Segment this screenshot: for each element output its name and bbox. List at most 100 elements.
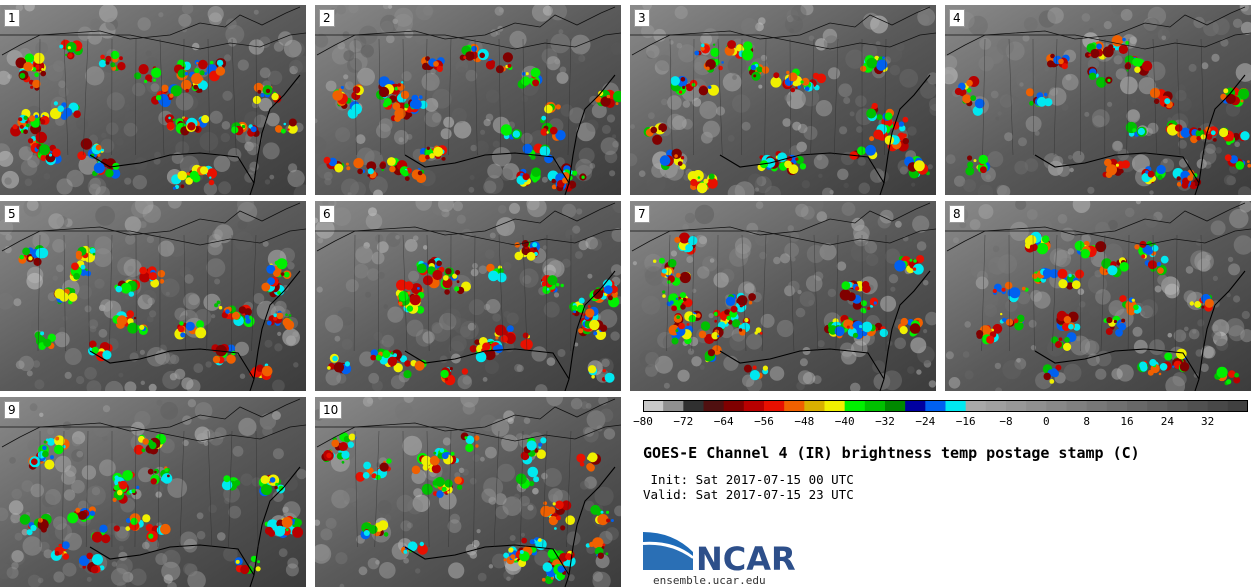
convection-blob (117, 489, 123, 496)
cloud-texture (507, 417, 514, 424)
cloud-texture (827, 288, 837, 298)
cloud-texture (192, 42, 200, 51)
map-panel-1[interactable]: 1 (0, 5, 306, 195)
cloud-texture (71, 436, 82, 447)
convection-blob (1210, 130, 1216, 136)
convection-blob (1149, 87, 1161, 99)
cloud-texture (816, 211, 828, 222)
convection-blob (53, 101, 59, 106)
convection-blob (909, 258, 913, 262)
cloud-texture (353, 238, 364, 249)
convection-blob (1179, 362, 1190, 372)
cloud-texture (482, 377, 488, 382)
convection-blob (403, 549, 408, 554)
convection-blob (260, 484, 273, 496)
cloud-texture (223, 54, 232, 62)
cloud-texture (240, 473, 253, 486)
map-panel-7[interactable]: 7 (630, 201, 936, 391)
map-panel-8[interactable]: 8 (945, 201, 1251, 391)
convection-blob (276, 258, 288, 270)
cloud-texture (315, 33, 329, 48)
convection-blob (1213, 138, 1217, 142)
convection-blob (433, 146, 444, 157)
cloud-texture (483, 303, 491, 311)
cloud-texture (375, 559, 380, 565)
cloud-texture (546, 357, 556, 366)
cloud-texture (222, 90, 233, 101)
cloud-texture (719, 267, 725, 273)
cloud-texture (1240, 5, 1249, 12)
cloud-texture (276, 300, 282, 306)
map-panel-3[interactable]: 3 (630, 5, 936, 195)
cloud-texture (239, 373, 246, 379)
map-panel-5[interactable]: 5 (0, 201, 306, 391)
cloud-texture (383, 304, 388, 309)
state-line (1008, 38, 1014, 156)
convection-blob (912, 263, 924, 275)
convection-blob (92, 554, 103, 565)
convection-blob (1238, 88, 1250, 100)
cloud-texture (990, 90, 999, 99)
cloud-texture (586, 119, 599, 132)
cloud-texture (521, 132, 533, 145)
cloud-texture (95, 186, 110, 195)
convection-blob (469, 345, 478, 353)
cloud-texture (519, 268, 539, 288)
convection-blob (678, 322, 685, 330)
convection-blob (795, 86, 798, 89)
map-panel-4[interactable]: 4 (945, 5, 1251, 195)
cloud-texture (815, 100, 833, 117)
convection-blob (344, 361, 350, 367)
cloud-texture (945, 351, 954, 360)
cloud-texture (838, 83, 853, 98)
cloud-texture (287, 169, 305, 188)
cloud-texture (977, 270, 988, 282)
convection-blob (534, 449, 539, 453)
state-line (228, 430, 233, 548)
convection-blob (30, 85, 34, 89)
map-panel-9[interactable]: 9 (0, 397, 306, 587)
cloud-texture (288, 41, 305, 58)
map-panel-2[interactable]: 2 (315, 5, 621, 195)
boundary-line (719, 152, 885, 184)
cloud-texture (1177, 97, 1192, 112)
map-panel-6[interactable]: 6 (315, 201, 621, 391)
convection-blob (19, 124, 24, 129)
convection-blob (40, 70, 47, 77)
convection-blob (1080, 248, 1090, 259)
cloud-texture (1120, 76, 1138, 95)
cloud-texture (368, 372, 380, 384)
convection-blob (1058, 58, 1064, 65)
cloud-texture (9, 549, 26, 566)
convection-blob (73, 110, 81, 118)
convection-blob (615, 102, 619, 106)
convection-blob (597, 514, 609, 526)
convection-blob (419, 541, 424, 547)
cloud-texture (605, 527, 619, 541)
cloud-texture (155, 553, 168, 565)
cloud-texture (267, 70, 283, 86)
cloud-texture (89, 177, 101, 190)
convection-blob (560, 283, 564, 288)
colorbar-segment (1066, 400, 1088, 412)
cloud-texture (111, 561, 118, 567)
cloud-texture (698, 236, 708, 245)
cloud-texture (866, 253, 879, 267)
cloud-texture (461, 228, 472, 239)
cloud-texture (373, 189, 383, 195)
cloud-texture (1022, 34, 1030, 42)
convection-blob (35, 131, 47, 144)
cloud-texture (646, 173, 666, 194)
convection-blob (221, 479, 233, 491)
cloud-texture (684, 212, 696, 224)
convection-blob (773, 72, 780, 79)
convection-blob (238, 306, 247, 314)
cloud-texture (421, 72, 440, 91)
convection-blob (268, 529, 276, 537)
cloud-texture (729, 247, 749, 267)
cloud-texture (423, 245, 428, 250)
state-line (1053, 38, 1058, 156)
cloud-texture (442, 467, 448, 473)
map-panel-10[interactable]: 10 (315, 397, 621, 587)
cloud-texture (572, 225, 581, 234)
